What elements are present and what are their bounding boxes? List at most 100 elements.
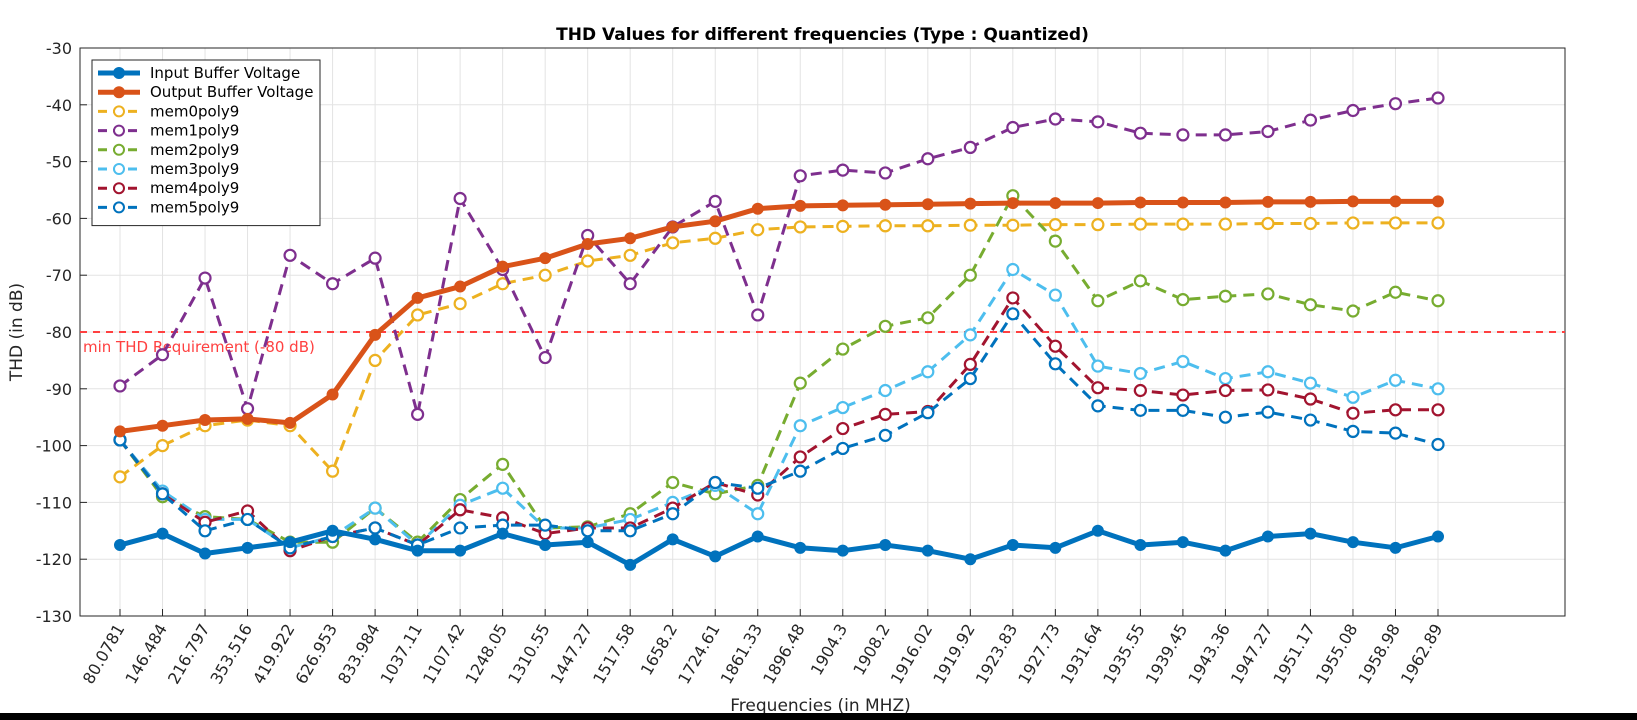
data-point: [1176, 354, 1190, 369]
series-output-buffer-voltage: [114, 195, 1444, 438]
data-point: [1133, 274, 1147, 288]
data-point: [411, 291, 424, 304]
data-point: [114, 539, 126, 551]
data-point: [1219, 196, 1232, 209]
data-point: [836, 199, 849, 212]
data-point: [878, 166, 892, 180]
data-point: [113, 379, 127, 393]
data-point: [921, 365, 935, 379]
data-point: [581, 254, 595, 268]
data-point: [496, 260, 509, 273]
data-point: [1176, 536, 1189, 549]
y-tick-label: -80: [46, 323, 72, 342]
data-point: [1006, 307, 1020, 321]
series-line: [118, 312, 1439, 550]
data-point: [538, 518, 552, 532]
data-point: [1133, 383, 1147, 398]
series-group: [113, 91, 1445, 571]
data-point: [114, 425, 126, 438]
data-point: [1006, 262, 1020, 277]
data-point: [921, 544, 934, 557]
data-point: [1218, 410, 1233, 424]
data-point: [453, 503, 467, 517]
data-point: [1431, 382, 1445, 396]
data-point: [1431, 437, 1445, 452]
data-point: [155, 348, 170, 362]
data-point: [156, 419, 169, 432]
data-point: [921, 406, 935, 420]
data-point: [1006, 218, 1020, 232]
data-point: [1006, 197, 1019, 210]
y-tick-label: -110: [36, 493, 72, 512]
data-point: [1261, 530, 1274, 543]
x-tick-label: 1517.58: [589, 621, 639, 688]
data-point: [1261, 383, 1275, 397]
legend-label: Output Buffer Voltage: [150, 83, 313, 101]
data-point: [751, 308, 765, 322]
data-point: [963, 268, 977, 282]
data-point: [921, 198, 934, 211]
data-point: [326, 388, 339, 401]
data-point: [624, 232, 637, 245]
data-point: [1304, 527, 1317, 540]
data-point: [1303, 113, 1318, 127]
data-point: [411, 544, 424, 557]
data-point: [411, 407, 425, 421]
x-axis: 80.0781146.484216.797353.516419.922626.9…: [79, 609, 1446, 688]
data-point: [1346, 103, 1360, 118]
data-point: [1091, 381, 1105, 395]
data-point: [155, 487, 170, 501]
data-point: [1431, 91, 1445, 105]
data-point: [666, 475, 680, 490]
legend-marker: [113, 86, 125, 99]
data-point: [1176, 128, 1190, 142]
data-point: [666, 533, 679, 546]
data-point: [1261, 365, 1275, 379]
data-point: [198, 271, 212, 285]
data-point: [1431, 216, 1445, 230]
threshold-label: min THD Requirement (-80 dB): [83, 338, 315, 356]
series-line: [119, 528, 1439, 568]
data-point: [793, 376, 807, 390]
y-tick-label: -130: [36, 607, 72, 626]
data-point: [1219, 544, 1232, 557]
data-point: [1432, 195, 1444, 208]
x-tick-label: 1658.2: [637, 621, 681, 679]
data-point: [1048, 357, 1062, 371]
data-point: [1303, 413, 1318, 427]
data-point: [1134, 196, 1147, 209]
data-point: [964, 553, 977, 566]
bottom-border: [0, 713, 1637, 720]
legend-label: mem1poly9: [150, 122, 239, 140]
data-point: [1049, 541, 1062, 554]
data-point: [581, 237, 594, 250]
data-point: [1048, 218, 1062, 232]
y-tick-label: -90: [46, 380, 72, 399]
data-point: [1091, 524, 1104, 537]
data-point: [751, 507, 765, 521]
data-point: [241, 412, 254, 425]
legend-marker: [113, 105, 125, 118]
data-point: [836, 342, 850, 356]
y-tick-label: -30: [46, 39, 72, 58]
data-point: [1346, 216, 1360, 230]
data-point: [453, 521, 467, 535]
data-point: [581, 524, 595, 538]
data-point: [1176, 388, 1190, 402]
data-point: [1176, 217, 1190, 231]
data-point: [1303, 216, 1318, 231]
data-point: [1091, 218, 1105, 232]
data-point: [369, 533, 382, 546]
data-point: [1346, 390, 1360, 404]
legend-label: mem0poly9: [150, 102, 239, 120]
data-point: [793, 450, 807, 464]
data-point: [325, 464, 340, 478]
data-point: [1389, 195, 1402, 208]
data-point: [921, 219, 935, 233]
legend-label: mem4poly9: [150, 179, 239, 197]
data-point: [539, 539, 552, 551]
data-point: [1261, 195, 1274, 208]
data-point: [368, 251, 382, 265]
data-point: [879, 539, 892, 551]
data-point: [921, 152, 935, 166]
